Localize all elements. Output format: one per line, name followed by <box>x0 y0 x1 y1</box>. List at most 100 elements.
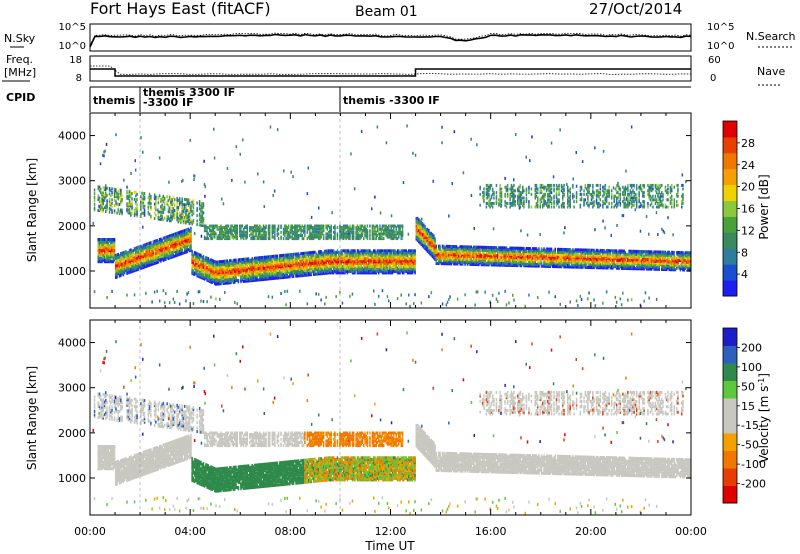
power-echo-cell <box>136 192 138 196</box>
power-echo-cell <box>216 260 218 264</box>
power-echo-cell <box>111 238 113 241</box>
power-echo-cell <box>121 194 123 198</box>
power-echo-cell <box>235 266 237 270</box>
power-echo-cell <box>188 205 191 209</box>
power-echo-cell <box>161 248 163 252</box>
power-echo-cell <box>150 260 152 264</box>
power-echo-cell <box>166 252 168 256</box>
power-echo-cell <box>232 268 235 272</box>
power-echo-cell <box>185 241 187 245</box>
power-echo-cell <box>120 267 122 271</box>
power-echo-cell <box>106 250 108 254</box>
power-echo-cell <box>143 246 146 250</box>
power-echo-cell <box>135 251 137 255</box>
power-echo-cell <box>270 272 272 276</box>
power-echo-cell <box>247 270 250 273</box>
power-echo-cell <box>143 211 146 215</box>
power-echo-cell <box>116 211 118 215</box>
freq-panel: Freq. [MHz] 18 8 60 0 Nave <box>2 53 785 86</box>
power-echo-cell <box>277 237 280 241</box>
power-echo-cell <box>247 274 250 278</box>
power-echo-cell <box>219 279 221 283</box>
power-echo-cell <box>205 273 207 277</box>
power-echo-cell <box>180 217 182 221</box>
power-echo-cell <box>269 266 271 270</box>
power-echo-cell <box>267 295 270 299</box>
power-echo-cell <box>337 257 340 261</box>
power-echo-cell <box>195 272 197 276</box>
power-echo-cell <box>301 237 304 241</box>
power-echo-cell <box>155 200 157 204</box>
power-echo-cell <box>141 197 143 201</box>
power-echo-cell <box>300 232 302 236</box>
power-echo-cell <box>410 249 412 253</box>
power-echo-cell <box>165 257 167 261</box>
power-echo-cell <box>187 234 190 237</box>
power-echo-cell <box>196 201 198 205</box>
power-echo-cell <box>161 203 163 207</box>
power-echo-cell <box>186 242 188 246</box>
power-echo-cell <box>130 261 132 265</box>
power-echo-cell <box>210 232 212 236</box>
power-echo-cell <box>160 210 162 214</box>
power-echo-cell <box>137 245 140 249</box>
power-echo-cell <box>241 224 243 228</box>
power-echo-cell <box>143 195 146 199</box>
power-echo-cell <box>376 249 379 253</box>
power-echo-cell <box>135 262 137 266</box>
power-echo-cell <box>188 213 191 216</box>
power-echo-cell <box>247 260 250 264</box>
power-echo-cell <box>168 250 171 254</box>
power-echo-cell <box>146 264 148 268</box>
power-echo-cell <box>297 234 300 237</box>
power-echo-cell <box>158 257 161 260</box>
power-echo-cell <box>186 250 188 254</box>
power-echo-cell <box>152 251 155 255</box>
power-echo-cell <box>244 257 246 261</box>
power-echo-cell <box>247 271 250 275</box>
power-echo-cell <box>101 260 103 264</box>
power-echo-cell <box>170 241 172 245</box>
power-echo-cell <box>198 258 201 261</box>
power-echo-cell <box>208 273 211 277</box>
power-echo-cell <box>178 232 181 236</box>
power-echo-cell <box>232 279 235 283</box>
power-echo-cell <box>188 209 191 213</box>
power-echo-cell <box>170 243 172 247</box>
power-echo-cell <box>115 263 117 267</box>
power-echo-cell <box>229 278 231 282</box>
power-echo-cell <box>130 251 132 255</box>
power-echo-cell <box>247 279 250 283</box>
power-echo-cell <box>118 268 121 272</box>
power-echo-cell <box>137 258 140 262</box>
power-echo-cell <box>216 273 218 277</box>
power-echo-cell <box>244 259 246 263</box>
power-echo-cell <box>97 260 99 264</box>
power-echo-cell <box>208 265 211 269</box>
power-echo-cell <box>162 200 165 204</box>
power-echo-cell <box>187 227 190 231</box>
power-echo-cell <box>389 249 391 253</box>
power-echo-cell <box>188 249 191 253</box>
power-echo-cell <box>188 200 191 204</box>
power-echo-cell <box>130 204 132 208</box>
power-echo-cell <box>132 258 135 262</box>
power-echo-cell <box>160 255 162 258</box>
power-echo-cell <box>212 273 215 277</box>
power-echo-cell <box>180 241 182 245</box>
power-echo-cell <box>120 272 122 276</box>
power-echo-cell <box>347 226 350 230</box>
power-echo-cell <box>201 214 203 218</box>
power-echo-cell <box>101 252 103 256</box>
power-echo-cell <box>219 268 221 272</box>
power-echo-cell <box>175 254 177 258</box>
power-echo-cell <box>183 238 186 242</box>
power-echo-cell <box>102 202 104 206</box>
power-echo-cell <box>350 230 352 234</box>
power-echo-cell <box>214 261 216 265</box>
power-echo-cell <box>172 255 175 259</box>
power-echo-cell <box>230 259 232 263</box>
power-echo-cell <box>245 259 247 263</box>
power-echo-cell <box>231 276 233 280</box>
power-echo-cell <box>202 266 205 269</box>
